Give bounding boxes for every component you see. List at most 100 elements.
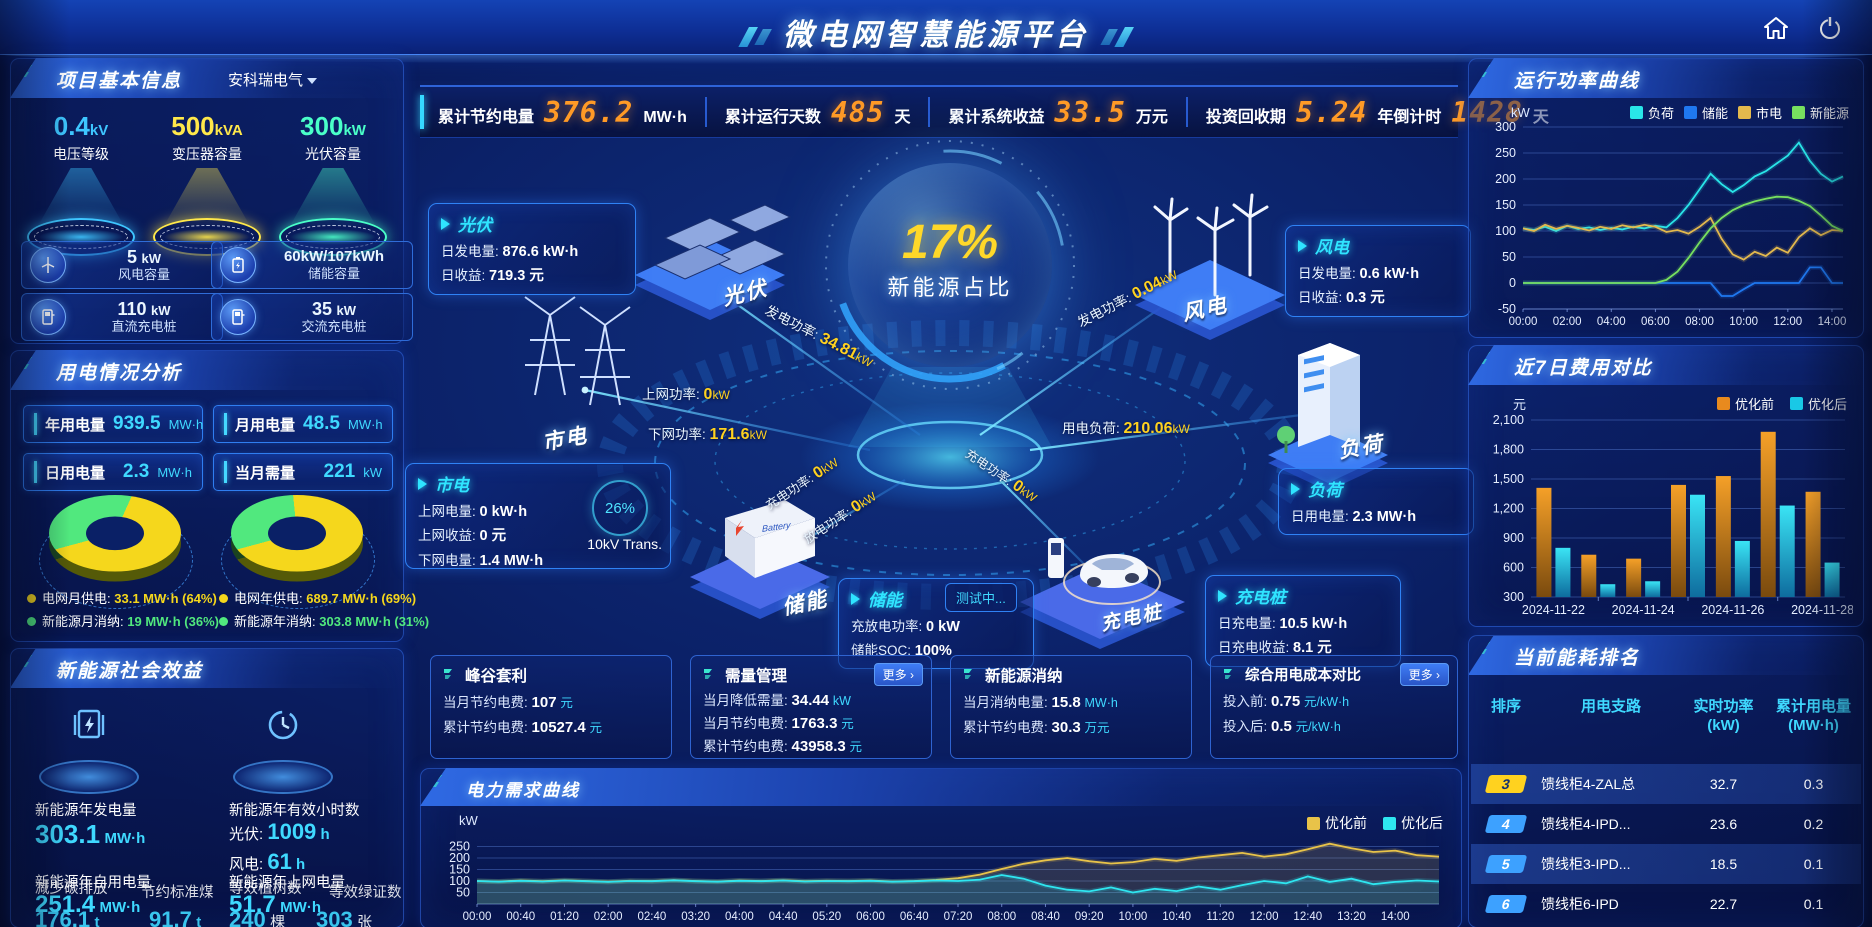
donut-legend-year: 电网年供电: 689.7 MW·h (69%) 新能源年消纳: 303.8 MW… (219, 587, 429, 633)
svg-text:00:00: 00:00 (1509, 316, 1538, 328)
stat-month-demand: 当月需量 221 kW (213, 453, 393, 491)
panel-corner-icon (430, 775, 442, 787)
renewable-share-sphere: 17% 新能源占比 (848, 163, 1052, 367)
cone-pv-capacity: 300kW 光伏容量 (273, 111, 393, 256)
card-icon (444, 669, 452, 679)
svg-text:150: 150 (1495, 198, 1516, 212)
svg-text:2024-11-22: 2024-11-22 (1522, 603, 1585, 617)
svg-text:14:00: 14:00 (1381, 911, 1410, 923)
kpi-bar: 累计节约电量 376.2 MW·h 累计运行天数 485 天 累计系统收益 33.5 万元 … (420, 85, 1549, 138)
svg-text:03:20: 03:20 (681, 911, 710, 923)
table-row[interactable]: 3 馈线柜4-ZAL总 32.7 0.3 (1471, 764, 1861, 804)
svg-text:100: 100 (449, 874, 470, 888)
panel-project-info: 项目基本信息 安科瑞电气 0.4kV 电压等级 500kVA 变压器容量 300… (10, 58, 413, 344)
benefit-hours-wind: 风电: 61 h (229, 849, 306, 874)
stat-year-usage: 年用电量 939.5 MW·h (23, 405, 203, 443)
benefit-co2-value: 176.1 t (35, 907, 100, 927)
benefit-trees-label: 等效植树数 (229, 881, 302, 897)
legend-item[interactable]: 负荷 (1629, 103, 1674, 122)
svg-text:04:00: 04:00 (1597, 316, 1626, 328)
card-storage-capacity: 60kW/107kWh 储能容量 (211, 241, 413, 289)
table-row[interactable]: 5 馈线柜3-IPD... 18.5 0.1 (1471, 844, 1861, 884)
home-icon[interactable] (1762, 14, 1790, 42)
svg-text:02:40: 02:40 (638, 911, 667, 923)
load-info-panel: 负荷 日用电量: 2.3 MW·h (1278, 468, 1474, 535)
benefit-trees-value: 240 棵 (229, 907, 286, 927)
benefit-togrid-label: 新能源年上网电量 (229, 875, 345, 891)
svg-text:Battery: Battery (762, 520, 791, 534)
more-button[interactable]: 更多 › (873, 663, 923, 686)
svg-text:13:20: 13:20 (1337, 911, 1366, 923)
donut-legend-month: 电网月供电: 33.1 MW·h (64%) 新能源月消纳: 19 MW·h (… (27, 587, 219, 633)
power-icon[interactable] (1816, 14, 1844, 42)
svg-text:00:40: 00:40 (506, 911, 535, 923)
flow-load-power: 用电负荷: 210.06kW (1062, 420, 1190, 437)
legend-item[interactable]: 新能源 (1791, 103, 1849, 122)
svg-text:10:00: 10:00 (1729, 316, 1758, 328)
card-dc-charger: 110 kW 直流充电桩 (21, 293, 223, 341)
panel-title: 项目基本信息 (56, 71, 183, 92)
svg-text:08:00: 08:00 (987, 911, 1016, 923)
chevron-right-icon (418, 477, 427, 490)
legend-item[interactable]: 市电 (1737, 103, 1782, 122)
panel-title: 近7日费用对比 (1514, 358, 1653, 379)
svg-text:2,100: 2,100 (1493, 414, 1524, 427)
chevron-down-icon (307, 78, 318, 85)
svg-text:2024-11-26: 2024-11-26 (1701, 603, 1764, 617)
svg-text:04:40: 04:40 (769, 911, 798, 923)
demand-chart-legend: 优化前 优化后 (1307, 813, 1443, 833)
panel-header: 近7日费用对比 (1468, 345, 1864, 385)
legend-item[interactable]: 优化后 (1789, 394, 1847, 413)
panel-power-curve: 运行功率曲线 kW 负荷 储能 市电 新能源 -50 0 50 100 150 200 25… (1468, 58, 1864, 338)
svg-text:50: 50 (1502, 250, 1516, 264)
panel-corner-icon (1478, 65, 1490, 77)
transformer-load-ring: 26% (592, 480, 648, 536)
card-icon (704, 669, 712, 679)
panel-cost-compare: 近7日费用对比 元 优化前 优化后 300 600 900 1,200 1,500 1,8… (1468, 345, 1864, 627)
cone-transformer: 500kVA 变压器容量 (147, 111, 267, 256)
company-dropdown[interactable]: 安科瑞电气 (228, 69, 318, 90)
donut-month-energy (39, 493, 193, 609)
panel-title: 新能源社会效益 (56, 661, 204, 682)
benefit-hours-label: 新能源年有效小时数 (229, 803, 360, 819)
generation-icon (29, 705, 149, 794)
svg-text:50: 50 (456, 886, 470, 900)
legend-item[interactable]: 优化后 (1383, 813, 1443, 833)
panel-corner-icon (20, 655, 32, 667)
svg-text:08:00: 08:00 (1685, 316, 1714, 328)
charger-info-panel: 充电桩 日充电量: 10.5 kW·h 日充电收益: 8.1 元 (1205, 575, 1401, 667)
more-button[interactable]: 更多 › (1399, 663, 1449, 686)
table-row[interactable]: 6 馈线柜6-IPD 22.7 0.1 (1471, 884, 1861, 924)
table-row[interactable]: 4 馈线柜4-IPD... 23.6 0.2 (1471, 804, 1861, 844)
panel-header: 运行功率曲线 (1468, 58, 1864, 98)
svg-text:12:40: 12:40 (1293, 911, 1322, 923)
legend-item[interactable]: 优化前 (1716, 394, 1774, 413)
power-chart-legend: 负荷 储能 市电 新能源 (1629, 103, 1849, 122)
benefit-certs-label: 等效绿证数 (329, 885, 402, 901)
panel-corner-icon (1478, 352, 1490, 364)
panel-usage-analysis: 用电情况分析 年用电量 939.5 MW·h 月用电量 48.5 MW·h 日用电量 2.… (10, 350, 429, 642)
svg-text:1,500: 1,500 (1493, 472, 1524, 486)
legend-item[interactable]: 优化前 (1307, 813, 1367, 833)
wind-island (1135, 193, 1285, 340)
card-icon (964, 669, 972, 679)
svg-text:00:00: 00:00 (463, 911, 492, 923)
svg-text:1,200: 1,200 (1493, 502, 1524, 516)
card-wind-capacity: 5 kW 风电容量 (21, 241, 223, 289)
grid-info-panel: 市电 上网电量: 0 kW·h 上网收益: 0 元 下网电量: 1.4 MW·h… (405, 463, 671, 569)
svg-text:09:20: 09:20 (1075, 911, 1104, 923)
benefit-hours-pv: 光伏: 1009 h (229, 819, 330, 844)
svg-text:150: 150 (449, 863, 470, 877)
donut-year-energy (221, 493, 375, 609)
wind-info-panel: 风电 日发电量: 0.6 kW·h 日收益: 0.3 元 (1285, 225, 1471, 317)
panel-header: 新能源社会效益 (11, 649, 403, 688)
legend-item[interactable]: 储能 (1683, 103, 1728, 122)
panel-title: 电力需求曲线 (466, 781, 580, 800)
card-ac-charger: 35 kW 交流充电桩 (211, 293, 413, 341)
kpi-revenue: 累计系统收益 33.5 万元 (948, 95, 1168, 129)
svg-text:14:00: 14:00 (1818, 316, 1847, 328)
svg-text:06:00: 06:00 (856, 911, 885, 923)
panel-corner-icon (1478, 642, 1490, 654)
svg-text:900: 900 (1503, 531, 1524, 545)
cone-voltage: 0.4kV 电压等级 (21, 111, 141, 256)
